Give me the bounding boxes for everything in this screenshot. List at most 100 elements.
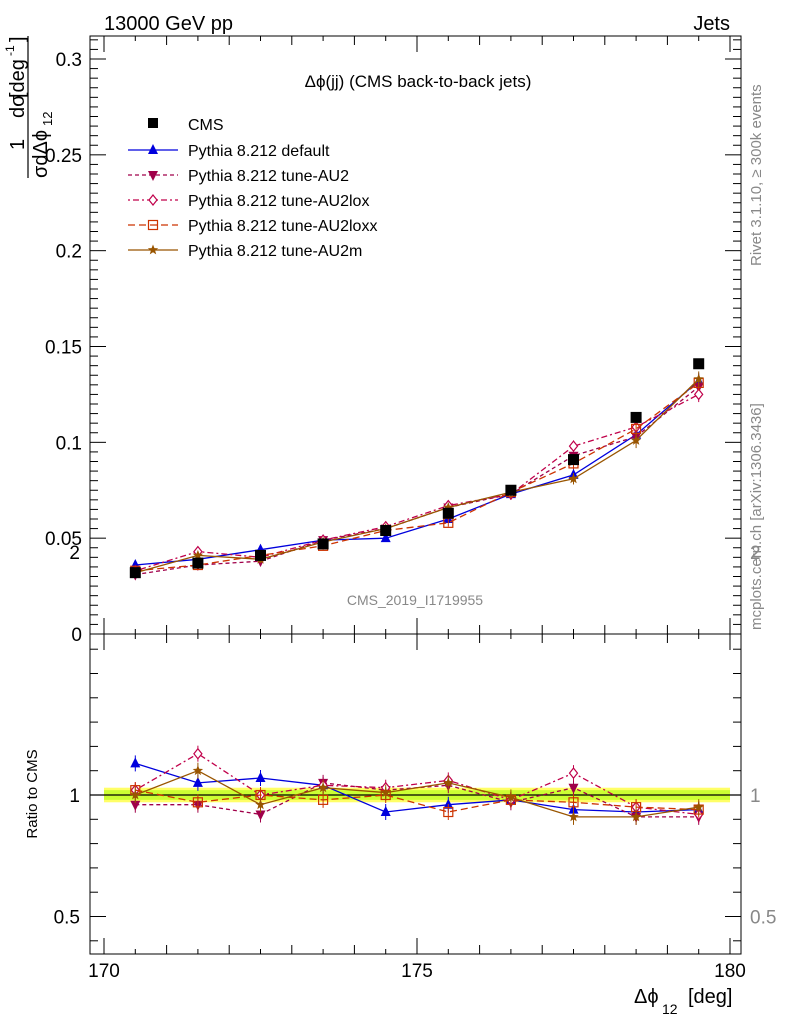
- y-axis-label-dsigma: dσ: [7, 94, 29, 118]
- ratio-line-4: [135, 769, 699, 818]
- ratio-point: [192, 776, 203, 787]
- ratio-line-0: [135, 762, 699, 813]
- x-tick-label: 180: [714, 961, 746, 982]
- ratio-point: [130, 757, 141, 768]
- ratio-y-tick-label: 2: [69, 543, 80, 564]
- ratio-point: [568, 797, 579, 808]
- ratio-y-tick-label-right: 1: [750, 786, 761, 807]
- header-right-label: Jets: [693, 13, 730, 35]
- legend-marker-2: [148, 194, 158, 206]
- main-y-tick-label: 0: [71, 625, 82, 646]
- legend-label-4: Pythia 8.212 tune-AU2m: [188, 243, 362, 260]
- cms-data-point: [192, 557, 204, 569]
- ratio-point: [568, 783, 579, 794]
- cms-data-point: [568, 454, 579, 466]
- series-point: [693, 373, 704, 384]
- x-tick-label: 175: [401, 961, 433, 982]
- main-y-tick-label: 0.05: [45, 529, 82, 550]
- ratio-point: [130, 789, 141, 800]
- ratio-y-tick-labels: 0.5 1 2: [54, 543, 80, 929]
- ratio-point: [255, 799, 266, 810]
- legend-marker-1: [148, 171, 158, 181]
- x-tick-labels: 170 175 180: [88, 961, 746, 982]
- legend-label-cms: CMS: [188, 117, 224, 134]
- cms-data-point: [630, 411, 642, 423]
- x-axis-label-symbol: Δϕ: [634, 986, 659, 1008]
- y-axis-label-numerator: 1: [7, 139, 29, 150]
- series-point: [630, 434, 642, 445]
- ratio-point: [380, 787, 391, 797]
- main-data-points: [129, 358, 705, 579]
- legend-label-0: Pythia 8.212 default: [188, 143, 330, 160]
- rivet-version-label: Rivet 3.1.10, ≥ 300k events: [748, 84, 765, 266]
- series-point: [192, 549, 204, 560]
- ratio-y-axis-label: Ratio to CMS: [24, 749, 41, 838]
- ratio-point: [630, 811, 642, 822]
- main-y-tick-label: 0.3: [56, 50, 82, 71]
- x-axis-label-sub: 12: [662, 1001, 678, 1017]
- series-point: [568, 473, 579, 484]
- series-line-0: [135, 380, 700, 566]
- y-axis-label-unit: [deg: [7, 59, 29, 98]
- series-point: [693, 388, 704, 401]
- header-left-label: 13000 GeV pp: [104, 13, 233, 35]
- ratio-y-tick-labels-right: 0.5 1 2: [750, 543, 776, 929]
- y-axis-label-unit-close: ]: [7, 36, 29, 42]
- main-y-tick-labels: 0 0.05 0.1 0.15 0.2 0.25 0.3: [45, 50, 82, 646]
- ratio-point: [192, 765, 204, 776]
- cms-data-point: [380, 525, 392, 536]
- ratio-series-group: [130, 745, 704, 825]
- ratio-point: [255, 771, 266, 782]
- ratio-point: [443, 806, 454, 818]
- legend-label-3: Pythia 8.212 tune-AU2loxx: [188, 218, 377, 235]
- cms-data-point: [129, 567, 141, 579]
- y-axis-label-denominator: σdΔϕ: [30, 130, 52, 178]
- main-y-tick-label: 0.25: [45, 146, 82, 167]
- ratio-ticks: [90, 634, 741, 954]
- x-tick-label: 170: [88, 961, 120, 982]
- mcplots-label: mcplots.cern.ch [arXiv:1306.3436]: [748, 403, 765, 630]
- x-axis-label-unit: [deg]: [688, 986, 732, 1008]
- main-ticks: [90, 36, 741, 635]
- ratio-y-tick-label: 0.5: [54, 908, 80, 929]
- ratio-point: [443, 798, 454, 809]
- series-line-3: [135, 382, 700, 572]
- main-series-group: [130, 371, 704, 581]
- chart-title: Δϕ(jj) (CMS back-to-back jets): [305, 72, 532, 91]
- main-y-tick-label: 0.1: [56, 433, 82, 454]
- ratio-line-3: [135, 789, 699, 813]
- ratio-point: [693, 801, 704, 812]
- series-point: [443, 502, 454, 512]
- legend-marker-0: [148, 144, 158, 154]
- ratio-point: [568, 811, 579, 822]
- y-axis-label-sub: 12: [40, 112, 55, 126]
- ratio-point: [193, 747, 203, 760]
- ratio-point: [192, 797, 203, 808]
- legend-marker-4: [147, 244, 159, 255]
- series-point: [380, 532, 391, 543]
- cms-data-point: [693, 358, 705, 370]
- legend-label-1: Pythia 8.212 tune-AU2: [188, 168, 349, 185]
- ratio-line-2: [134, 752, 699, 816]
- ratio-point: [380, 806, 391, 817]
- cms-data-point: [505, 484, 517, 496]
- ratio-point: [255, 810, 266, 821]
- series-line-4: [135, 378, 700, 574]
- analysis-watermark: CMS_2019_I1719955: [347, 592, 483, 608]
- cms-data-point: [317, 538, 329, 550]
- ratio-y-tick-label-right: 0.5: [750, 908, 776, 929]
- legend-marker-cms: [148, 118, 158, 128]
- series-line-1: [135, 386, 700, 576]
- cms-data-point: [255, 549, 266, 561]
- legend-marker-3: [147, 219, 159, 231]
- ratio-point: [443, 777, 454, 788]
- cms-data-point: [442, 507, 454, 519]
- ratio-plot-frame: [89, 633, 742, 955]
- legend-label-2: Pythia 8.212 tune-AU2lox: [188, 193, 369, 210]
- main-y-tick-label: 0.15: [45, 338, 82, 359]
- series-point: [568, 440, 579, 453]
- ratio-point: [568, 767, 579, 780]
- ratio-y-tick-label-right: 2: [750, 543, 761, 564]
- ratio-point: [317, 782, 329, 793]
